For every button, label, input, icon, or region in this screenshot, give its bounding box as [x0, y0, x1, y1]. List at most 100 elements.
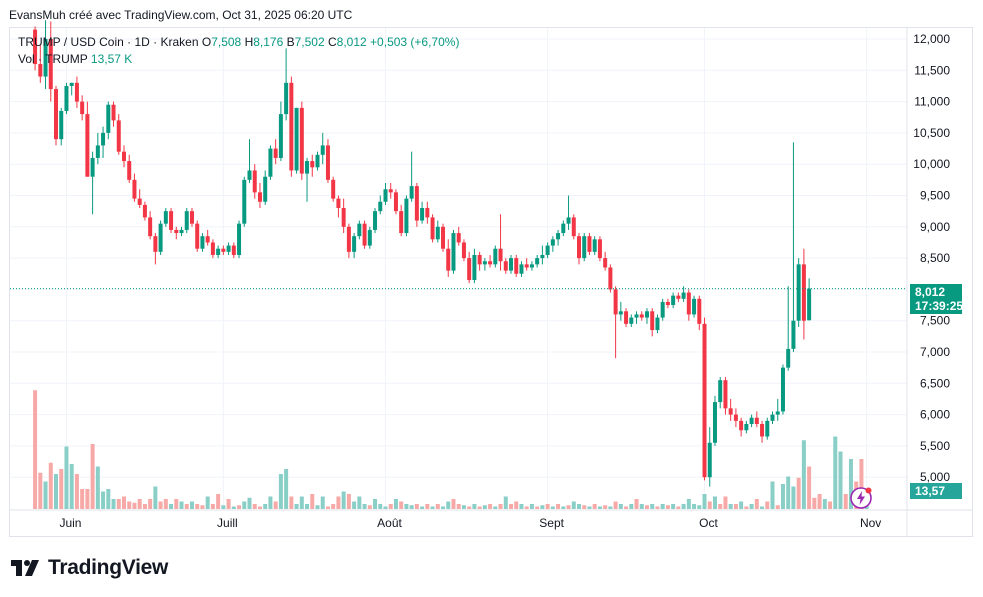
candle[interactable]: [80, 95, 85, 121]
candle[interactable]: [299, 101, 304, 180]
candle[interactable]: [305, 157, 310, 202]
candle[interactable]: [320, 132, 325, 165]
candle[interactable]: [760, 420, 765, 443]
candle[interactable]: [514, 254, 519, 277]
candle[interactable]: [739, 417, 744, 437]
candle[interactable]: [367, 226, 372, 249]
candle[interactable]: [383, 182, 388, 205]
candle[interactable]: [535, 254, 540, 268]
candle[interactable]: [310, 154, 315, 177]
candle[interactable]: [284, 48, 289, 121]
candle[interactable]: [681, 286, 686, 302]
candle[interactable]: [388, 182, 393, 199]
candle[interactable]: [597, 236, 602, 262]
candle[interactable]: [132, 173, 137, 202]
candle[interactable]: [257, 182, 262, 209]
candle[interactable]: [425, 201, 430, 224]
candle[interactable]: [451, 229, 456, 274]
candle[interactable]: [461, 239, 466, 262]
candle[interactable]: [733, 408, 738, 428]
candle[interactable]: [189, 208, 194, 227]
candle[interactable]: [796, 258, 801, 327]
candle[interactable]: [477, 251, 482, 271]
candle[interactable]: [791, 142, 796, 352]
candle[interactable]: [69, 82, 74, 96]
candle[interactable]: [90, 151, 95, 215]
candle[interactable]: [59, 107, 64, 146]
candle[interactable]: [116, 114, 121, 155]
candle[interactable]: [644, 308, 649, 324]
candle[interactable]: [686, 289, 691, 321]
candle[interactable]: [420, 201, 425, 224]
candle[interactable]: [153, 233, 158, 265]
candle[interactable]: [414, 182, 419, 227]
candle[interactable]: [446, 239, 451, 277]
candle[interactable]: [216, 245, 221, 259]
candle[interactable]: [509, 254, 514, 274]
candle[interactable]: [467, 251, 472, 284]
candle[interactable]: [325, 139, 330, 183]
candle[interactable]: [749, 414, 754, 428]
candle[interactable]: [121, 145, 126, 168]
candle[interactable]: [341, 198, 346, 234]
candle[interactable]: [101, 126, 106, 158]
candle[interactable]: [247, 139, 252, 183]
candle[interactable]: [613, 286, 618, 359]
candle[interactable]: [142, 201, 147, 221]
candle[interactable]: [472, 248, 477, 284]
candle[interactable]: [289, 76, 294, 177]
candle[interactable]: [336, 195, 341, 218]
candle[interactable]: [409, 151, 414, 202]
candle[interactable]: [566, 195, 571, 230]
candle[interactable]: [404, 195, 409, 237]
candle[interactable]: [624, 308, 629, 327]
candle[interactable]: [399, 204, 404, 237]
candle[interactable]: [33, 26, 38, 71]
candle[interactable]: [629, 314, 634, 327]
candle[interactable]: [660, 298, 665, 321]
candle[interactable]: [744, 420, 749, 434]
candle[interactable]: [48, 21, 53, 102]
candle[interactable]: [127, 154, 132, 183]
candle[interactable]: [488, 254, 493, 268]
candle[interactable]: [676, 292, 681, 302]
candle[interactable]: [393, 189, 398, 215]
candle[interactable]: [754, 411, 759, 428]
candle[interactable]: [430, 214, 435, 243]
candle[interactable]: [655, 314, 660, 334]
candle[interactable]: [273, 139, 278, 165]
candle[interactable]: [435, 220, 440, 243]
candle[interactable]: [801, 248, 806, 340]
candle[interactable]: [561, 220, 566, 237]
legend-symbol[interactable]: TRUMP / USD Coin · 1D · Kraken: [18, 35, 199, 49]
candle[interactable]: [263, 170, 268, 205]
candle[interactable]: [712, 395, 717, 446]
candle[interactable]: [252, 164, 257, 199]
lightning-alert-icon[interactable]: [849, 486, 873, 510]
candle[interactable]: [268, 145, 273, 180]
candle[interactable]: [64, 82, 69, 115]
candle[interactable]: [780, 364, 785, 415]
candle[interactable]: [43, 20, 48, 90]
candle[interactable]: [357, 220, 362, 240]
candle[interactable]: [556, 229, 561, 246]
candle[interactable]: [226, 242, 231, 255]
candle[interactable]: [728, 398, 733, 421]
candle[interactable]: [587, 233, 592, 255]
candle[interactable]: [577, 233, 581, 265]
candle[interactable]: [200, 233, 205, 252]
candle[interactable]: [148, 211, 153, 240]
candle[interactable]: [278, 101, 283, 162]
candle[interactable]: [650, 308, 655, 337]
volume-label[interactable]: Vol · TRUMP: [18, 52, 88, 66]
candle[interactable]: [529, 261, 534, 271]
candle[interactable]: [519, 261, 524, 277]
candle[interactable]: [362, 220, 367, 249]
candle[interactable]: [195, 220, 200, 252]
candle[interactable]: [702, 317, 707, 481]
candle[interactable]: [373, 208, 378, 234]
candle[interactable]: [163, 208, 168, 227]
candle[interactable]: [482, 258, 487, 271]
candle[interactable]: [74, 76, 79, 108]
candle[interactable]: [179, 226, 184, 237]
